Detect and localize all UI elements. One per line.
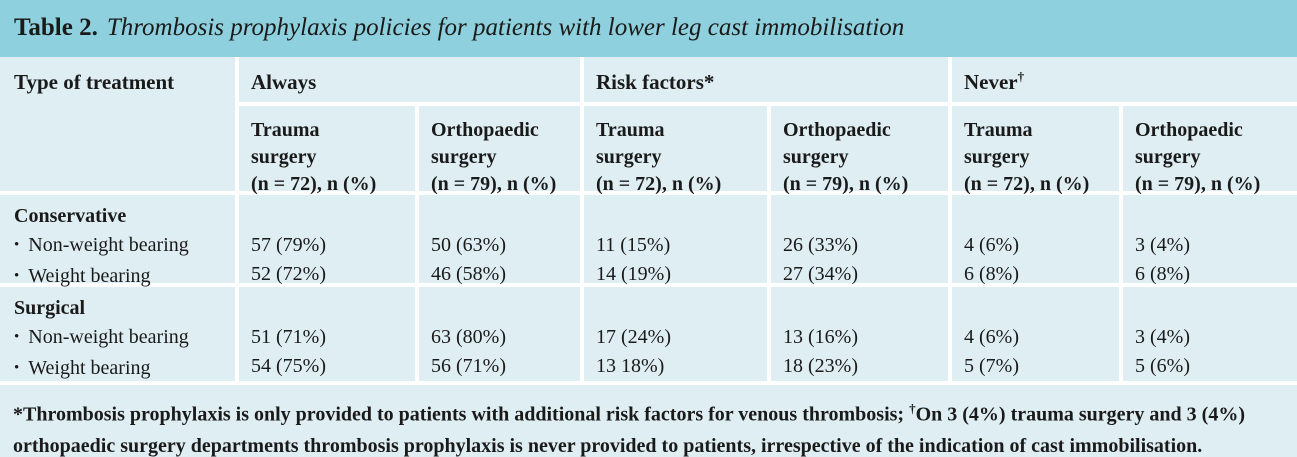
value: 13 (16%) [783, 326, 858, 348]
value: 51 (71%) [251, 326, 326, 348]
spacer [596, 294, 759, 323]
spacer [964, 294, 1111, 323]
table-footnote: *Thrombosis prophylaxis is only provided… [0, 385, 1297, 457]
dagger-icon: † [909, 401, 916, 416]
value: 5 (6%) [1135, 355, 1190, 377]
value: 13 18%) [596, 355, 665, 377]
subheader-always-trauma: Trauma surgery (n = 72), n (%) [239, 106, 415, 195]
group-header-always: Always [239, 57, 580, 102]
table-number: Table 2. [14, 13, 98, 41]
value: 63 (80%) [431, 326, 506, 348]
bullet-icon: • [14, 360, 20, 376]
subheader-riskfactors-trauma: Trauma surgery (n = 72), n (%) [584, 106, 767, 195]
spacer [431, 294, 572, 323]
value: 4 (6%) [964, 326, 1019, 348]
row-label-non-weight-bearing: • Non-weight bearing [14, 231, 227, 262]
cell-conservative-never-trauma: 4 (6%) 6 (8%) [952, 195, 1119, 285]
cell-surgical-riskfactors-orthopaedic: 13 (16%) 18 (23%) [771, 287, 948, 381]
cell-surgical-riskfactors-trauma: 17 (24%) 13 18%) [584, 287, 767, 381]
value: 14 (19%) [596, 263, 671, 285]
group-header-risk-factors: Risk factors* [584, 57, 948, 102]
group-header-never: Never† [952, 57, 1297, 102]
value: 3 (4%) [1135, 234, 1190, 256]
section-name: Conservative [14, 205, 127, 227]
spacer [596, 202, 759, 231]
subheader-riskfactors-orthopaedic: Orthopaedic surgery (n = 79), n (%) [771, 106, 948, 195]
spacer [431, 202, 572, 231]
spacer [964, 202, 1111, 231]
row-label-weight-bearing: • Weight bearing [14, 262, 227, 293]
column-header-label: Type of treatment [14, 70, 175, 94]
subheader-always-orthopaedic: Orthopaedic surgery (n = 79), n (%) [419, 106, 580, 195]
value: 6 (8%) [1135, 263, 1190, 285]
spacer [783, 202, 940, 231]
subheader-never-trauma: Trauma surgery (n = 72), n (%) [952, 106, 1119, 195]
section-name: Surgical [14, 297, 86, 319]
value: 5 (7%) [964, 355, 1019, 377]
value: 46 (58%) [431, 263, 506, 285]
subheader-never-orthopaedic: Orthopaedic surgery (n = 79), n (%) [1123, 106, 1297, 195]
value: 18 (23%) [783, 355, 858, 377]
value: 17 (24%) [596, 326, 671, 348]
value: 11 (15%) [596, 234, 671, 256]
cell-surgical-always-orthopaedic: 63 (80%) 56 (71%) [419, 287, 580, 381]
value: 3 (4%) [1135, 326, 1190, 348]
spacer [251, 294, 407, 323]
cell-conservative-always-orthopaedic: 50 (63%) 46 (58%) [419, 195, 580, 285]
value: 27 (34%) [783, 263, 858, 285]
value: 56 (71%) [431, 355, 506, 377]
data-table: Type of treatment Always Risk factors* N… [0, 57, 1297, 457]
bullet-icon: • [14, 329, 20, 345]
section-label-conservative: Conservative • Non-weight bearing • Weig… [0, 195, 235, 287]
value: 57 (79%) [251, 234, 326, 256]
column-header-type-of-treatment: Type of treatment [0, 57, 235, 191]
spacer [1135, 294, 1289, 323]
section-label-surgical: Surgical • Non-weight bearing • Weight b… [0, 287, 235, 381]
table-title-bar: Table 2. Thrombosis prophylaxis policies… [0, 0, 1297, 57]
bullet-icon: • [14, 237, 20, 253]
footnote-marker-dagger: † [1017, 69, 1025, 84]
cell-conservative-riskfactors-orthopaedic: 26 (33%) 27 (34%) [771, 195, 948, 285]
row-label-non-weight-bearing: • Non-weight bearing [14, 323, 227, 354]
cell-surgical-always-trauma: 51 (71%) 54 (75%) [239, 287, 415, 381]
value: 26 (33%) [783, 234, 858, 256]
cell-conservative-riskfactors-trauma: 11 (15%) 14 (19%) [584, 195, 767, 285]
spacer [1135, 202, 1289, 231]
spacer [783, 294, 940, 323]
spacer [251, 202, 407, 231]
cell-conservative-always-trauma: 57 (79%) 52 (72%) [239, 195, 415, 285]
value: 6 (8%) [964, 263, 1019, 285]
cell-surgical-never-trauma: 4 (6%) 5 (7%) [952, 287, 1119, 381]
value: 4 (6%) [964, 234, 1019, 256]
footnote-part1: *Thrombosis prophylaxis is only provided… [13, 403, 910, 426]
footnote-part2: On 3 (4%) trauma surgery and 3 (4%) orth… [13, 403, 1246, 457]
table-title: Thrombosis prophylaxis policies for pati… [106, 13, 905, 41]
cell-surgical-never-orthopaedic: 3 (4%) 5 (6%) [1123, 287, 1297, 381]
row-label-weight-bearing: • Weight bearing [14, 354, 227, 385]
bullet-icon: • [14, 268, 20, 284]
value: 50 (63%) [431, 234, 506, 256]
value: 54 (75%) [251, 355, 326, 377]
value: 52 (72%) [251, 263, 326, 285]
cell-conservative-never-orthopaedic: 3 (4%) 6 (8%) [1123, 195, 1297, 285]
